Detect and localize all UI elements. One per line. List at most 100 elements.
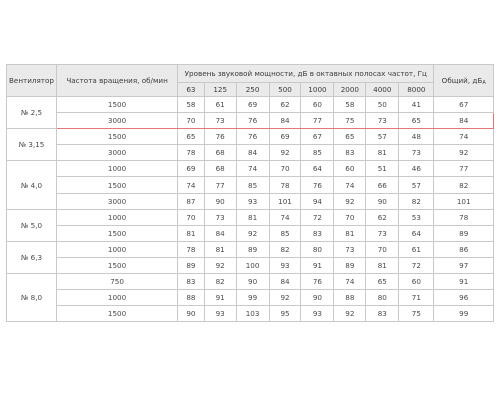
band-value-cell: 65 [365,273,400,291]
band-value-cell: 76 [235,112,270,130]
band-value-cell: 70 [365,240,400,258]
fan-model-cell: № 6,3 [6,240,57,275]
band-value-cell: 64 [300,160,335,178]
table-row: № 5,0 1000 70 73 81 74 72 70 62 53 78 [6,208,494,242]
band-value-cell: 95 [268,305,302,323]
band-value-cell: 71 [398,289,435,307]
band-value-cell: 92 [203,256,237,275]
band-header-cell: 500 [268,82,302,97]
band-value-cell: 70 [177,208,205,226]
table-row: 3000 87 90 93 101 94 92 90 82 101 [7,192,494,210]
band-value-cell: 57 [398,176,435,194]
band-value-cell: 83 [177,273,205,291]
total-value-cell: 96 [433,289,494,307]
table-row: 1000 88 91 99 92 90 88 80 71 96 [7,289,494,307]
rpm-cell: 1500 [55,95,179,114]
band-header-cell: 63 [177,82,205,97]
total-value-cell: 84 [433,112,494,130]
rpm-cell: 750 [55,273,179,291]
band-value-cell: 84 [268,112,302,130]
band-value-cell: 51 [365,160,400,178]
table-header: Вентилятор Частота вращения, об/мин Уров… [6,64,494,97]
band-value-cell: 90 [177,305,205,323]
total-value-cell: 97 [433,256,494,275]
band-value-cell: 81 [235,208,270,226]
band-value-cell: 90 [300,289,335,307]
band-value-cell: 92 [333,305,367,323]
band-value-cell: 93 [300,305,335,323]
band-value-cell: 70 [268,160,302,178]
band-value-cell: 65 [333,128,367,146]
rpm-cell: 1000 [55,208,179,226]
band-value-cell: 73 [333,240,367,258]
band-value-cell: 81 [333,224,367,242]
band-value-cell: 73 [203,208,237,226]
band-value-cell: 92 [268,289,302,307]
band-value-cell: 64 [398,224,435,242]
fan-model-cell: № 5,0 [6,208,57,242]
band-value-cell: 92 [268,144,302,162]
band-value-cell: 90 [365,192,400,210]
table-row: 1500 81 84 92 85 83 81 73 64 89 [7,224,494,242]
band-value-cell: 77 [203,176,237,194]
band-value-cell: 67 [300,128,335,146]
band-value-cell: 77 [300,112,335,130]
band-value-cell: 75 [333,112,367,130]
band-value-cell: 61 [398,240,435,258]
band-value-cell: 69 [268,128,302,146]
table-row: № 3,15 1500 65 76 76 69 67 65 57 48 74 [6,128,494,162]
band-value-cell: 93 [203,305,237,323]
band-value-cell: 73 [203,112,237,130]
band-value-cell: 76 [203,128,237,146]
band-value-cell: 92 [333,192,367,210]
rpm-cell: 1500 [55,305,179,323]
band-value-cell: 87 [177,192,205,210]
table-row: № 6,3 1000 78 81 89 82 80 73 70 61 86 [6,240,494,275]
total-value-cell: 92 [433,144,494,162]
band-value-cell: 81 [203,240,237,258]
header-total-label: Общий, дБ [441,75,483,85]
band-value-cell: 89 [177,256,205,275]
rpm-cell: 1000 [55,289,179,307]
band-header-cell: 125 [203,82,237,97]
band-value-cell: 65 [398,112,435,130]
band-value-cell: 83 [365,305,400,323]
sound-power-table: Вентилятор Частота вращения, об/мин Уров… [6,64,494,323]
band-value-cell: 101 [268,192,302,210]
table-body: № 2,5 1500 58 61 69 62 60 58 50 41 67 3000 70 73 76 84 7… [6,95,494,323]
band-value-cell: 68 [203,144,237,162]
table-row: 1500 74 77 85 78 76 74 66 57 82 [7,176,494,194]
band-value-cell: 72 [398,256,435,275]
band-value-cell: 84 [268,273,302,291]
band-value-cell: 85 [268,224,302,242]
band-value-cell: 72 [300,208,335,226]
band-value-cell: 80 [300,240,335,258]
band-value-cell: 69 [177,160,205,178]
band-value-cell: 74 [333,273,367,291]
band-value-cell: 76 [235,128,270,146]
band-value-cell: 82 [203,273,237,291]
band-value-cell: 58 [333,95,367,114]
header-band-group: Уровень звуковой мощности, дБ в октавных… [177,64,435,83]
fan-model-cell: № 2,5 [6,95,57,130]
header-total-subscript: A [482,79,486,86]
total-value-cell: 99 [433,305,494,323]
band-value-cell: 74 [177,176,205,194]
band-header-cell: 1000 [300,82,335,97]
band-value-cell: 76 [300,176,335,194]
band-value-cell: 81 [365,144,400,162]
table-row: 3000 70 73 76 84 77 75 73 65 84 [7,112,494,130]
band-value-cell: 62 [365,208,400,226]
band-value-cell: 73 [365,112,400,130]
rpm-cell: 1500 [55,176,179,194]
band-value-cell: 94 [300,192,335,210]
band-value-cell: 84 [235,144,270,162]
band-value-cell: 81 [177,224,205,242]
band-value-cell: 103 [235,305,270,323]
total-value-cell: 67 [433,95,494,114]
fan-model-cell: № 4,0 [6,160,57,210]
band-value-cell: 70 [177,112,205,130]
rpm-cell: 3000 [55,112,179,130]
band-value-cell: 100 [235,256,270,275]
band-value-cell: 41 [398,95,435,114]
